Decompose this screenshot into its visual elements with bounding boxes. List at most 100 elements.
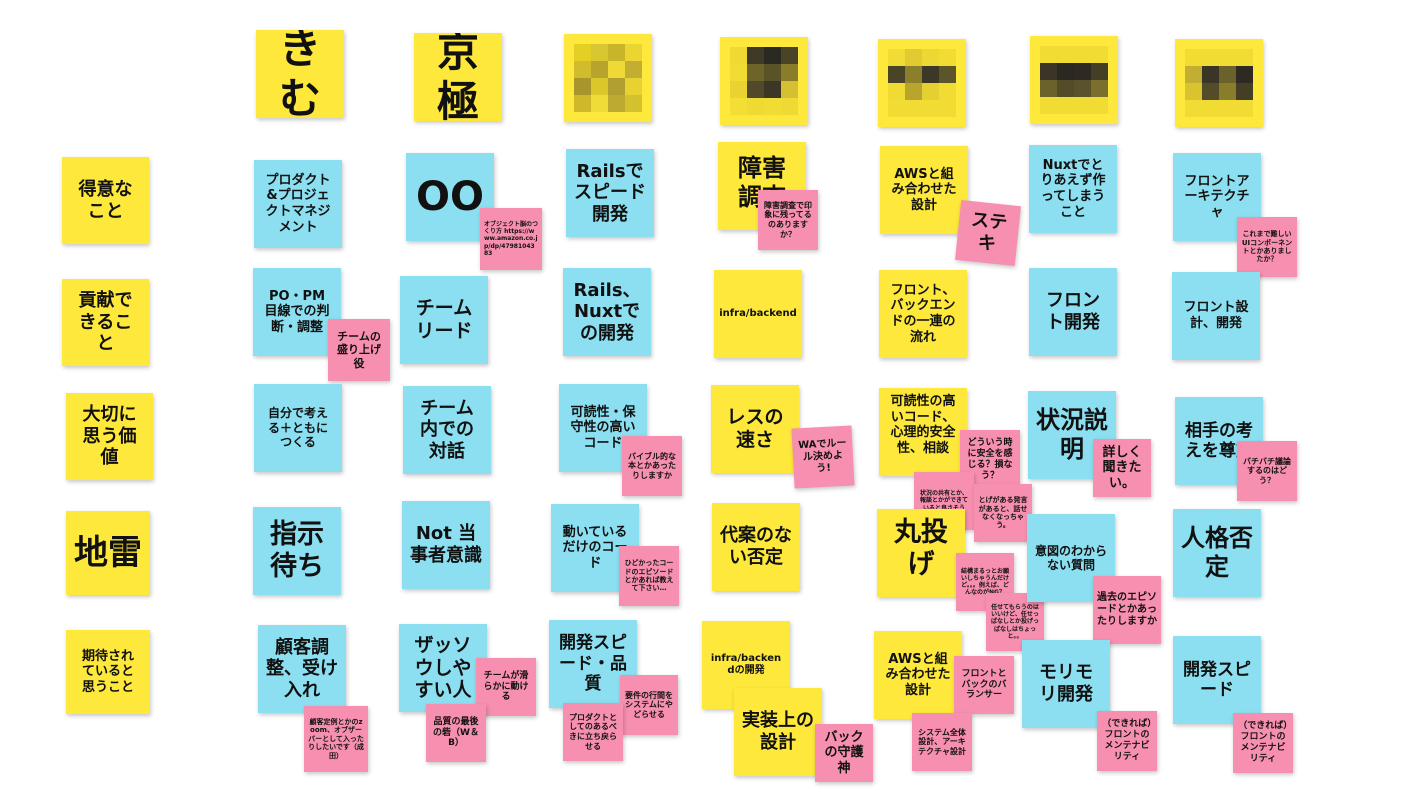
- note-c3-strength[interactable]: Railsでスピード開発: [566, 149, 654, 237]
- note-c5-strength-sub[interactable]: ステキ: [955, 200, 1021, 266]
- note-c4-landmine[interactable]: 代案のない否定: [712, 503, 800, 591]
- note-c2-landmine[interactable]: Not 当事者意識: [402, 501, 490, 589]
- note-c2-expectation-sub2[interactable]: 品質の最後の砦（W＆B）: [426, 704, 486, 762]
- mosaic-cell: [625, 78, 642, 95]
- header-pixelated-name-7[interactable]: [1175, 39, 1263, 127]
- note-c1-contribution-sub[interactable]: チームの盛り上げ役: [328, 319, 390, 381]
- mosaic-cell: [1074, 80, 1091, 97]
- note-c6-value-sub[interactable]: 詳しく聞きたい。: [1093, 439, 1151, 497]
- mosaic-cell: [1057, 63, 1074, 80]
- note-c3-expectation-sub2[interactable]: プロダクトとしてのあるべきに立ち戻らせる: [563, 703, 623, 761]
- mosaic-cell: [608, 78, 625, 95]
- note-c5-expectation-sub2[interactable]: システム全体設計、アーキテクチャ設計: [912, 713, 972, 771]
- mosaic-cell: [730, 64, 747, 81]
- mosaic-cell: [1185, 100, 1202, 117]
- mosaic-cell: [574, 78, 591, 95]
- row-label-expectations[interactable]: 期待されていると思うこと: [66, 630, 150, 714]
- note-c5-strength[interactable]: AWSと組み合わせた設計: [880, 146, 968, 234]
- note-c4-expectation-sub1[interactable]: 実装上の設計: [734, 688, 822, 776]
- mosaic-cell: [1040, 46, 1057, 63]
- note-c4-value-sub[interactable]: WAでルール決めよう!: [791, 425, 855, 489]
- note-c4-value[interactable]: レスの速さ: [711, 385, 799, 473]
- note-c7-value-sub[interactable]: バチバチ議論するのはどう？: [1237, 441, 1297, 501]
- note-c2-strength-sub[interactable]: オブジェクト脳のつくり方 https://www.amazon.co.jp/dp…: [480, 208, 542, 270]
- pixelated-name: [1185, 49, 1253, 117]
- note-c1-landmine[interactable]: 指示待ち: [253, 507, 341, 595]
- note-c4-contribution[interactable]: infra/backend: [714, 270, 802, 358]
- note-c4-strength-sub[interactable]: 障害調査で印象に残ってるのありますか？: [758, 190, 818, 250]
- header-pixelated-name-3[interactable]: [564, 34, 652, 122]
- note-c7-contribution[interactable]: フロント設計、開発: [1172, 272, 1260, 360]
- note-c7-landmine[interactable]: 人格否定: [1173, 509, 1261, 597]
- mosaic-cell: [764, 81, 781, 98]
- row-label-landmines[interactable]: 地雷: [66, 511, 150, 595]
- mosaic-cell: [730, 81, 747, 98]
- mosaic-cell: [574, 44, 591, 61]
- header-kyogoku[interactable]: 京極: [414, 33, 502, 121]
- note-c5-landmine-sub1[interactable]: 結構まるっとお願いしちゃうんだけど。。。例えば、どんなのがNG？: [956, 553, 1014, 611]
- mosaic-cell: [905, 100, 922, 117]
- mosaic-cell: [888, 83, 905, 100]
- note-c5-expectation[interactable]: AWSと組み合わせた設計: [874, 631, 962, 719]
- mosaic-cell: [1091, 63, 1108, 80]
- mosaic-cell: [781, 98, 798, 115]
- note-c3-value-sub[interactable]: バイブル的な本とかあったりしますか: [622, 436, 682, 496]
- row-label-strengths[interactable]: 得意なこと: [62, 157, 149, 244]
- mosaic-cell: [939, 66, 956, 83]
- note-c4-expectation-sub2[interactable]: バックの守護神: [815, 724, 873, 782]
- note-c7-expectation-sub[interactable]: （できれば）フロントのメンテナビリティ: [1233, 713, 1293, 773]
- header-pixelated-name-4[interactable]: [720, 37, 808, 125]
- note-c6-strength[interactable]: Nuxtでとりあえず作ってしまうこと: [1029, 145, 1117, 233]
- header-kimu[interactable]: きむ: [256, 30, 344, 118]
- note-c2-contribution[interactable]: チームリード: [400, 276, 488, 364]
- note-c2-strength[interactable]: OO: [406, 153, 494, 241]
- row-label-values[interactable]: 大切に思う価値: [66, 393, 153, 480]
- row-label-contributions[interactable]: 貢献できること: [62, 279, 149, 366]
- mosaic-cell: [591, 44, 608, 61]
- note-c6-contribution[interactable]: フロント開発: [1029, 268, 1117, 356]
- mosaic-cell: [1202, 49, 1219, 66]
- mosaic-cell: [1202, 66, 1219, 83]
- note-c2-expectation[interactable]: ザッソウしやすい人: [399, 624, 487, 712]
- note-c1-strength[interactable]: プロダクト&プロジェクトマネジメント: [254, 160, 342, 248]
- note-c1-expectation-sub[interactable]: 顧客定例とかのzoom、オブザーバーとして入ったりしたいです（成田）: [304, 706, 368, 772]
- note-c6-expectation[interactable]: モリモリ開発: [1022, 640, 1110, 728]
- mosaic-cell: [1219, 49, 1236, 66]
- note-c1-contribution[interactable]: PO・PM目線での判断・調整: [253, 268, 341, 356]
- note-c1-expectation[interactable]: 顧客調整、受け入れ: [258, 625, 346, 713]
- note-c5-value[interactable]: 可読性の高いコード、心理的安全性、相談: [879, 388, 967, 476]
- mosaic-cell: [625, 61, 642, 78]
- note-c5-expectation-sub1[interactable]: フロントとバックのバランサー: [954, 656, 1014, 714]
- mosaic-cell: [1185, 83, 1202, 100]
- note-c2-expectation-sub1[interactable]: チームが滑らかに動ける: [476, 658, 536, 716]
- mosaic-cell: [1057, 97, 1074, 114]
- mosaic-cell: [730, 98, 747, 115]
- note-c3-value[interactable]: 可読性・保守性の高いコード: [559, 384, 647, 472]
- mosaic-cell: [1236, 100, 1253, 117]
- mosaic-cell: [1236, 83, 1253, 100]
- mosaic-cell: [747, 47, 764, 64]
- note-c3-contribution[interactable]: Rails、Nuxtでの開発: [563, 268, 651, 356]
- header-pixelated-name-5[interactable]: [878, 39, 966, 127]
- note-c7-strength-sub[interactable]: これまで難しいUIコンポーネントとかありましたか？: [1237, 217, 1297, 277]
- note-c6-expectation-sub[interactable]: （できれば）フロントのメンテナビリティ: [1097, 711, 1157, 771]
- note-c5-landmine[interactable]: 丸投げ: [877, 509, 965, 597]
- mosaic-cell: [781, 81, 798, 98]
- note-c6-landmine-sub[interactable]: 過去のエピソードとかあったりしますか: [1093, 576, 1161, 644]
- note-c5-contribution[interactable]: フロント、バックエンドの一連の流れ: [879, 270, 967, 358]
- note-c1-value[interactable]: 自分で考える＋ともにつくる: [254, 384, 342, 472]
- mosaic-cell: [1236, 66, 1253, 83]
- mosaic-cell: [747, 81, 764, 98]
- note-c2-value[interactable]: チーム内での対話: [403, 386, 491, 474]
- header-pixelated-name-6[interactable]: [1030, 36, 1118, 124]
- mosaic-cell: [574, 95, 591, 112]
- mosaic-cell: [608, 61, 625, 78]
- note-c3-expectation-sub1[interactable]: 要件の行間をシステムにやどらせる: [620, 675, 678, 735]
- note-c7-expectation[interactable]: 開発スピード: [1173, 636, 1261, 724]
- mosaic-cell: [1040, 63, 1057, 80]
- mosaic-cell: [591, 78, 608, 95]
- mosaic-cell: [905, 66, 922, 83]
- note-c5-value-sub3[interactable]: とげがある発言があると、話せなくなっちゃう。: [974, 484, 1032, 542]
- note-c3-landmine-sub[interactable]: ひどかったコードのエピソードとかあれば教えて下さい…: [619, 546, 679, 606]
